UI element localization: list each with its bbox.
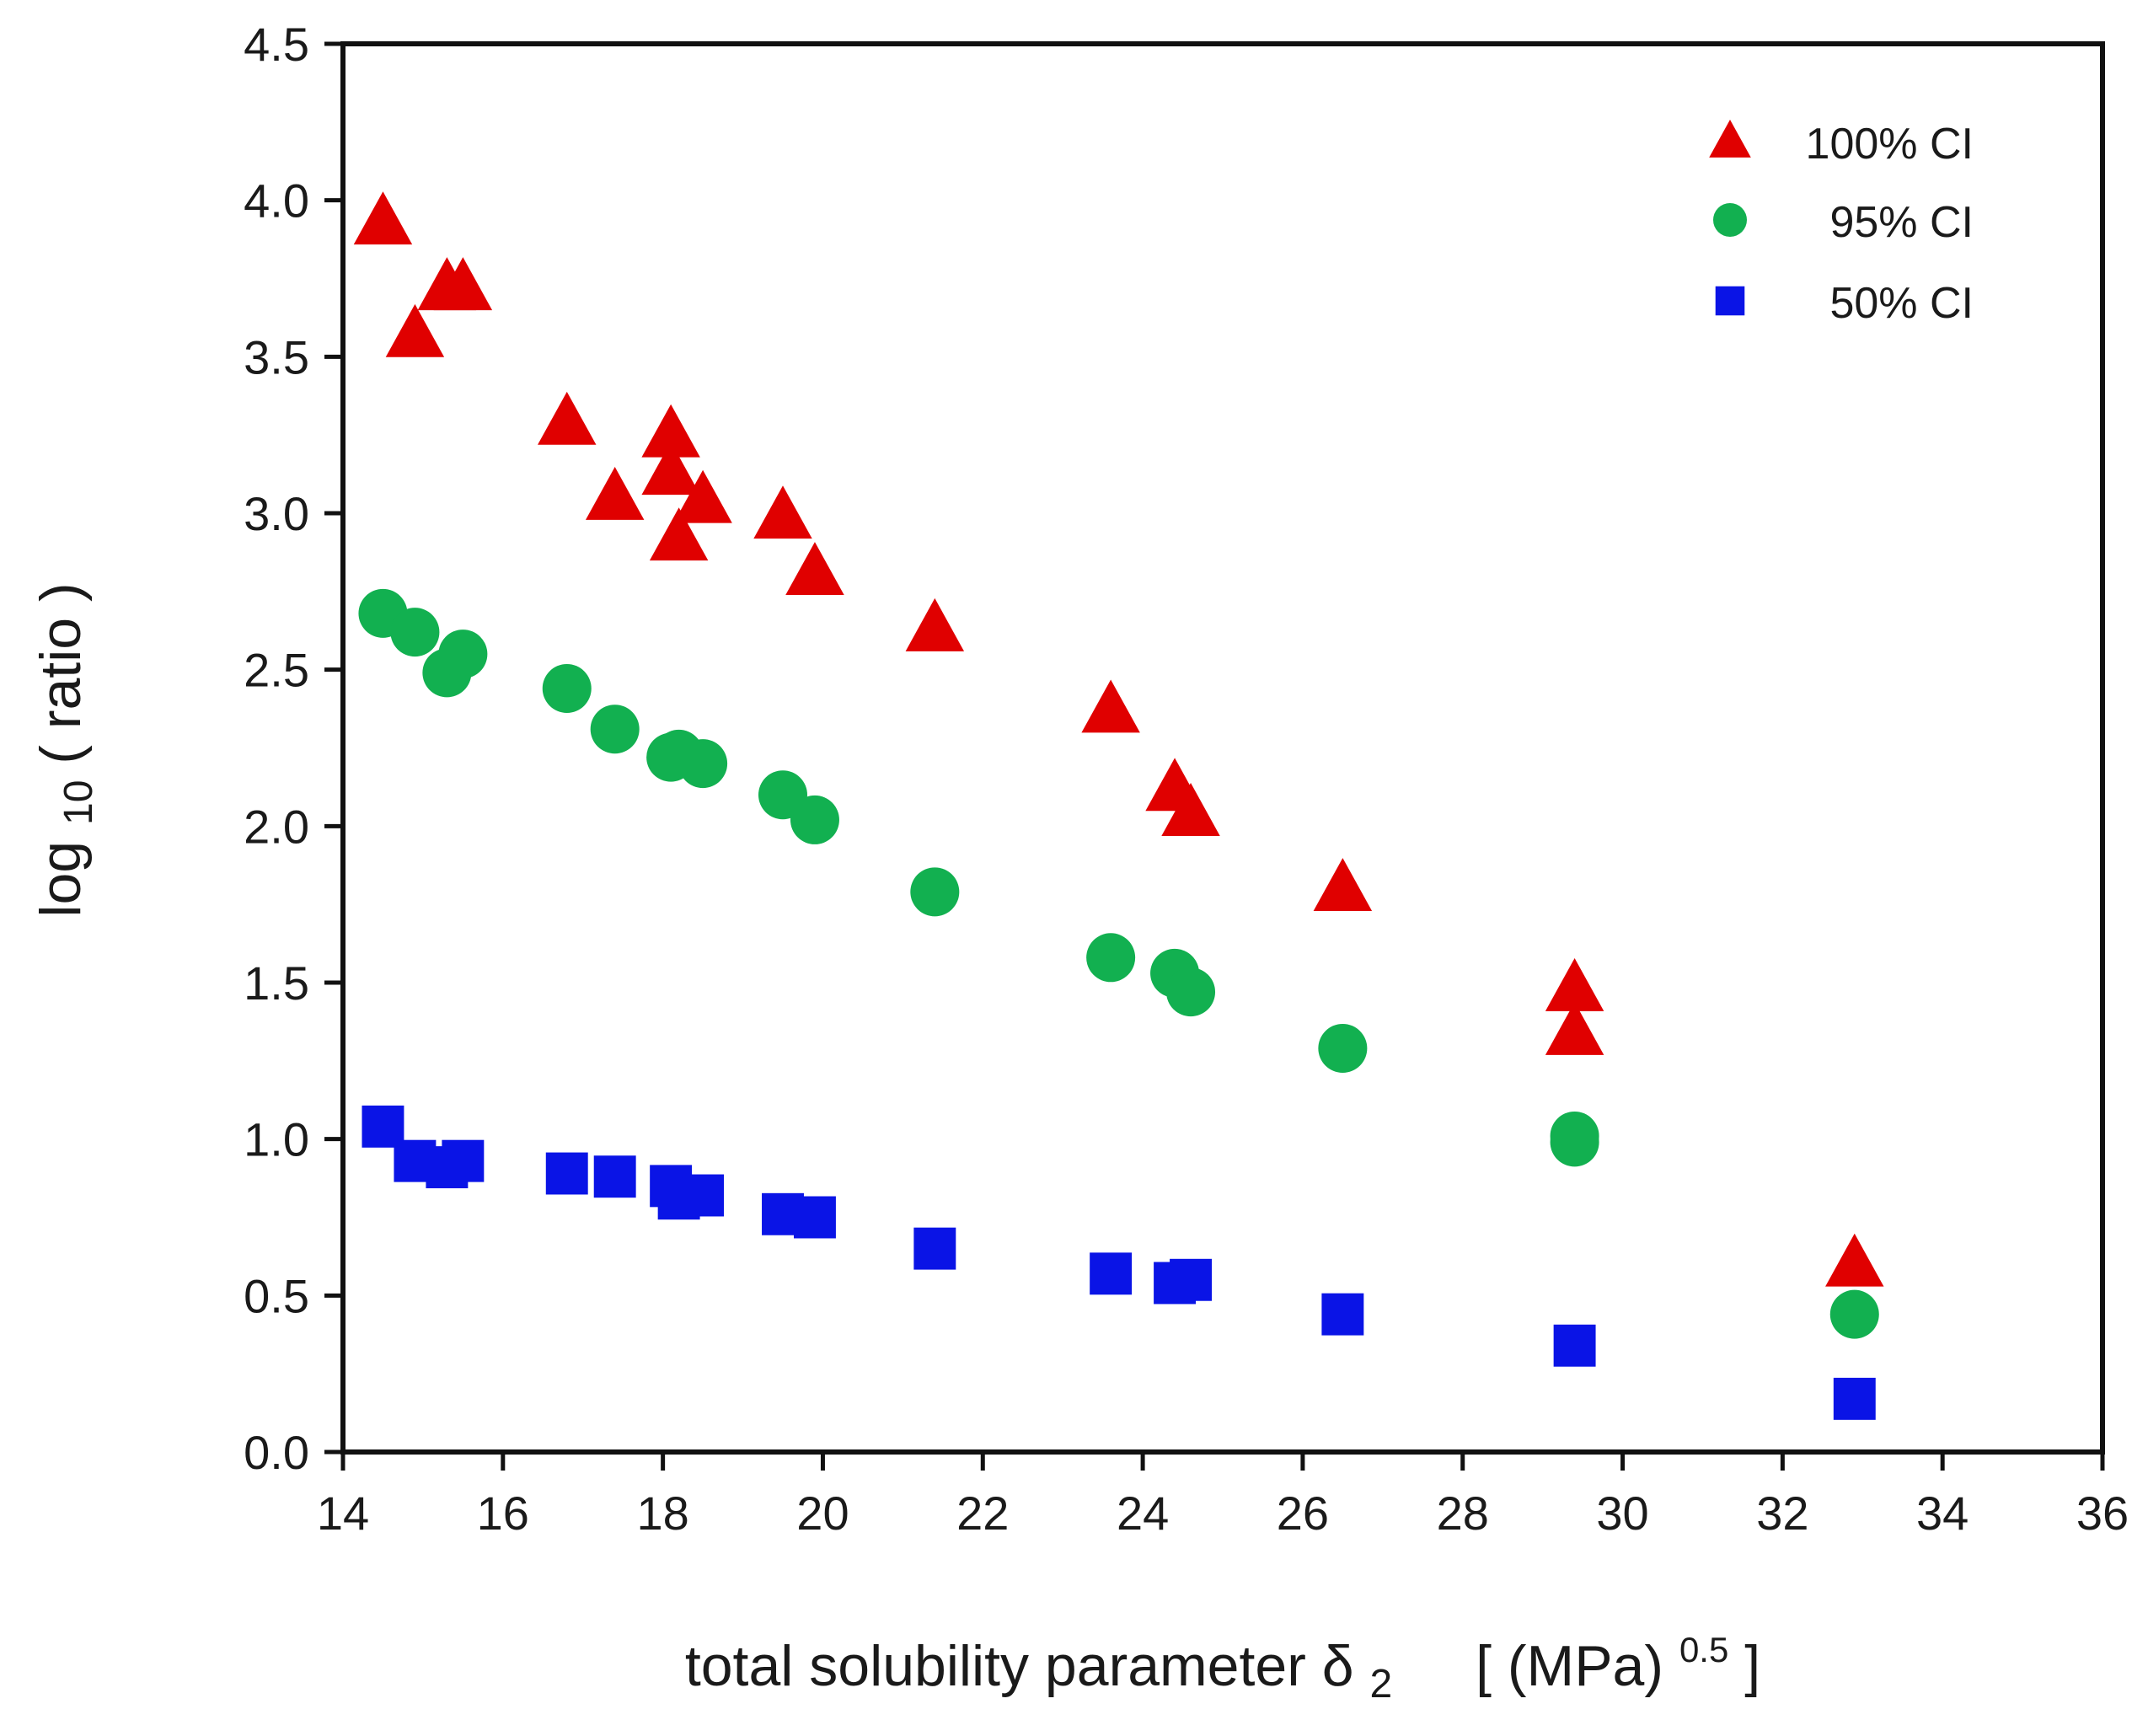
data-point-100pct-ci bbox=[585, 466, 645, 520]
data-point-100pct-ci bbox=[753, 485, 812, 539]
data-point-50pct-ci bbox=[682, 1174, 725, 1217]
data-point-100pct-ci bbox=[649, 507, 709, 561]
data-point-100pct-ci bbox=[673, 469, 732, 523]
data-point-95pct-ci bbox=[790, 795, 839, 844]
legend-label-50pct-ci: 50% CI bbox=[1829, 279, 1974, 328]
plot-frame bbox=[340, 41, 2105, 1455]
x-tick-label: 26 bbox=[1277, 1487, 1329, 1540]
data-point-95pct-ci bbox=[678, 739, 728, 789]
data-point-100pct-ci bbox=[1825, 1233, 1884, 1287]
y-axis-title-rest: ( ratio ) bbox=[29, 582, 93, 764]
x-tick-label: 14 bbox=[317, 1487, 369, 1540]
y-axis-title: log 10 ( ratio ) bbox=[29, 582, 104, 917]
x-tick-label: 30 bbox=[1596, 1487, 1648, 1540]
x-axis-title-units: [ (MPa) bbox=[1476, 1634, 1663, 1698]
x-tick-label: 20 bbox=[796, 1487, 849, 1540]
data-point-95pct-ci bbox=[390, 608, 440, 657]
legend-marker-50pct-ci bbox=[1715, 286, 1745, 316]
y-tick-label: 2.5 bbox=[244, 644, 309, 697]
legend-label-100pct-ci: 100% CI bbox=[1806, 120, 1974, 169]
legend: 100% CI 95% CI 50% CI bbox=[1709, 119, 1974, 328]
data-point-100pct-ci bbox=[1081, 679, 1140, 733]
data-point-50pct-ci bbox=[442, 1139, 485, 1182]
data-point-50pct-ci bbox=[1170, 1258, 1212, 1301]
data-point-100pct-ci bbox=[433, 257, 493, 311]
x-axis-title-units-sup: 0.5 bbox=[1679, 1630, 1728, 1669]
x-axis-title-units-close: ] bbox=[1744, 1634, 1760, 1698]
data-point-50pct-ci bbox=[1321, 1293, 1364, 1336]
data-point-100pct-ci bbox=[385, 303, 445, 357]
x-tick-label: 16 bbox=[477, 1487, 529, 1540]
data-point-95pct-ci bbox=[910, 867, 960, 917]
data-point-50pct-ci bbox=[1553, 1324, 1596, 1367]
data-point-95pct-ci bbox=[1829, 1289, 1879, 1339]
data-point-95pct-ci bbox=[542, 663, 592, 713]
y-tick-label: 4.0 bbox=[244, 174, 309, 228]
data-point-95pct-ci bbox=[1166, 967, 1216, 1017]
data-markers bbox=[353, 191, 1884, 1420]
data-point-100pct-ci bbox=[641, 404, 700, 458]
data-point-100pct-ci bbox=[641, 442, 700, 496]
data-point-50pct-ci bbox=[1090, 1252, 1133, 1295]
y-tick-label: 3.5 bbox=[244, 330, 309, 383]
y-tick-label: 0.0 bbox=[244, 1426, 309, 1479]
y-tick-label: 0.5 bbox=[244, 1269, 309, 1322]
y-tick-label: 3.0 bbox=[244, 487, 309, 540]
x-tick-label: 36 bbox=[2076, 1487, 2129, 1540]
x-tick-label: 24 bbox=[1117, 1487, 1169, 1540]
data-point-100pct-ci bbox=[1545, 1001, 1604, 1055]
data-point-95pct-ci bbox=[438, 630, 488, 679]
legend-label-95pct-ci: 95% CI bbox=[1829, 198, 1974, 247]
data-point-95pct-ci bbox=[1318, 1023, 1368, 1073]
y-tick-label: 2.0 bbox=[244, 800, 309, 853]
data-point-100pct-ci bbox=[353, 191, 413, 245]
data-point-95pct-ci bbox=[590, 705, 640, 754]
data-point-100pct-ci bbox=[905, 597, 965, 651]
x-tick-label: 34 bbox=[1916, 1487, 1969, 1540]
data-point-100pct-ci bbox=[1313, 858, 1373, 912]
x-tick-label: 18 bbox=[636, 1487, 688, 1540]
data-point-100pct-ci bbox=[538, 391, 597, 445]
x-tick-label: 22 bbox=[956, 1487, 1009, 1540]
y-axis-ticks: 0.0 0.5 1.0 1.5 2.0 2.5 3.0 3.5 4.0 4.5 bbox=[244, 18, 343, 1479]
data-point-50pct-ci bbox=[1833, 1377, 1876, 1420]
x-axis-title-subscript: 2 bbox=[1370, 1662, 1393, 1707]
y-axis-title-main: log bbox=[29, 841, 93, 918]
y-axis-title-subscript: 10 bbox=[56, 780, 101, 825]
legend-marker-100pct-ci bbox=[1709, 119, 1751, 158]
y-tick-label: 1.0 bbox=[244, 1113, 309, 1166]
x-tick-label: 32 bbox=[1756, 1487, 1808, 1540]
x-axis-title: total solubility parameter δ 2 [ (MPa) 0… bbox=[685, 1610, 1760, 1710]
data-point-50pct-ci bbox=[545, 1152, 588, 1195]
x-axis-title-main: total solubility parameter δ bbox=[685, 1634, 1354, 1698]
legend-marker-95pct-ci bbox=[1713, 203, 1747, 237]
x-tick-label: 28 bbox=[1437, 1487, 1489, 1540]
y-tick-label: 4.5 bbox=[244, 18, 309, 71]
data-point-100pct-ci bbox=[785, 542, 844, 596]
data-point-95pct-ci bbox=[1086, 933, 1136, 983]
data-point-100pct-ci bbox=[1161, 783, 1220, 836]
data-point-100pct-ci bbox=[1545, 957, 1604, 1011]
x-axis-ticks: 14 16 18 20 22 24 26 28 30 32 34 36 bbox=[317, 1452, 2129, 1540]
data-point-50pct-ci bbox=[913, 1227, 956, 1270]
y-tick-label: 1.5 bbox=[244, 956, 309, 1010]
data-point-95pct-ci bbox=[1550, 1117, 1599, 1167]
data-point-50pct-ci bbox=[593, 1155, 636, 1198]
data-point-50pct-ci bbox=[794, 1196, 836, 1239]
